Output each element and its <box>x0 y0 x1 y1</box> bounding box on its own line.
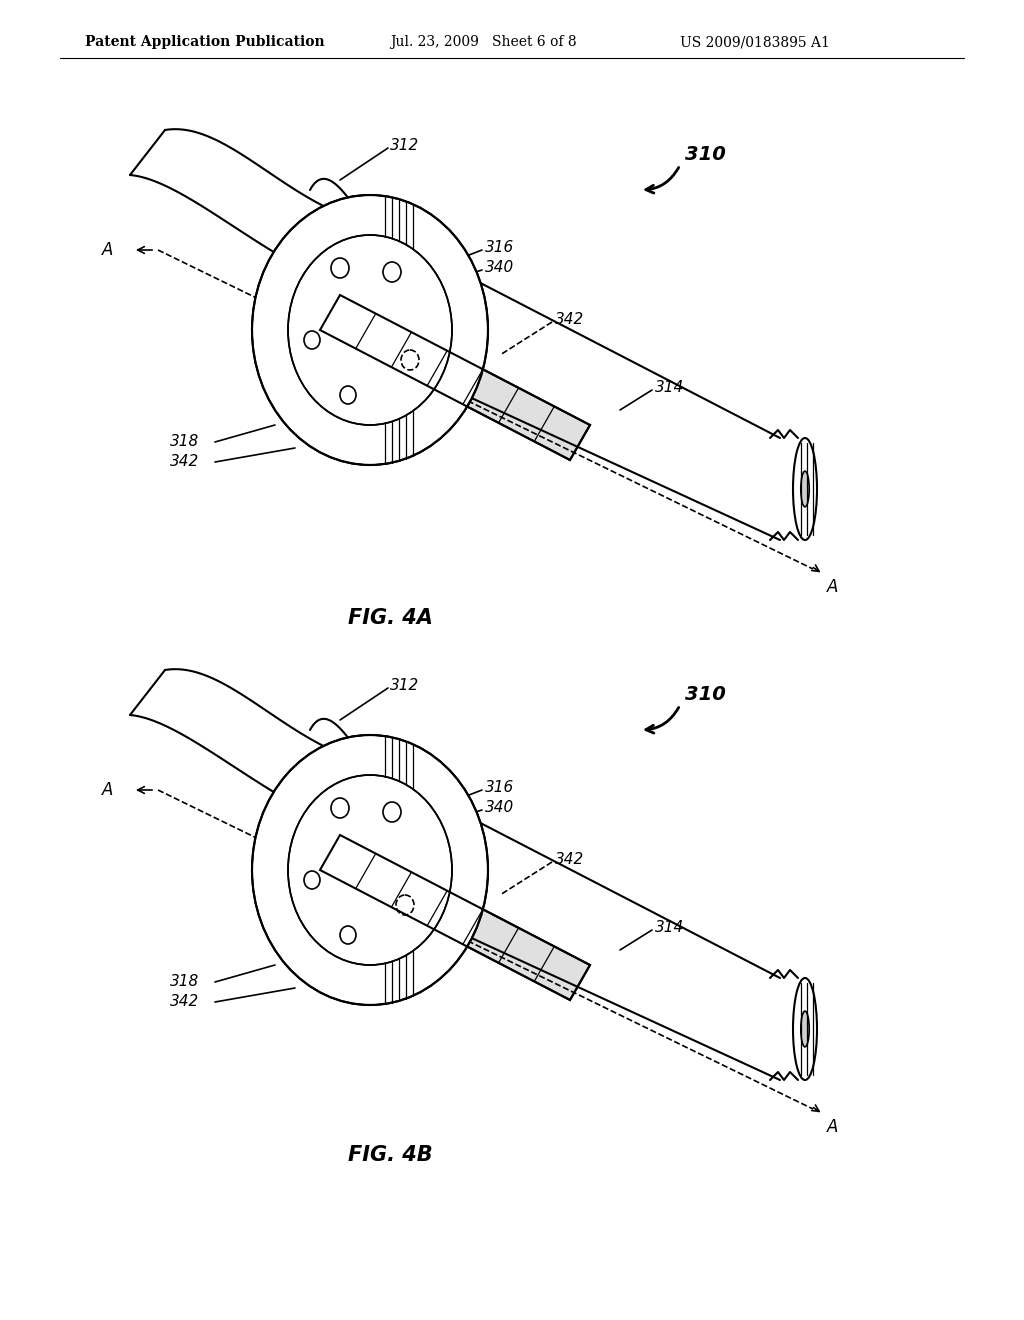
Text: A: A <box>827 578 839 597</box>
Text: 310: 310 <box>685 145 726 165</box>
Text: 316: 316 <box>485 240 514 256</box>
Text: 318: 318 <box>170 974 200 990</box>
Ellipse shape <box>252 195 488 465</box>
Ellipse shape <box>793 978 817 1080</box>
Text: 310: 310 <box>685 685 726 705</box>
Text: 340: 340 <box>485 800 514 816</box>
Text: FIG. 4B: FIG. 4B <box>348 1144 432 1166</box>
Text: Jul. 23, 2009   Sheet 6 of 8: Jul. 23, 2009 Sheet 6 of 8 <box>390 36 577 49</box>
Text: 318: 318 <box>170 434 200 450</box>
Text: 342: 342 <box>555 853 585 867</box>
Polygon shape <box>319 836 590 1001</box>
Text: 314: 314 <box>655 920 684 936</box>
Text: 312: 312 <box>390 677 419 693</box>
Polygon shape <box>319 294 590 459</box>
Ellipse shape <box>801 471 809 507</box>
Text: FIG. 4A: FIG. 4A <box>347 609 432 628</box>
Text: 314: 314 <box>655 380 684 396</box>
Ellipse shape <box>252 735 488 1005</box>
Text: 342: 342 <box>555 313 585 327</box>
Text: 312: 312 <box>390 137 419 153</box>
Text: 342: 342 <box>170 994 200 1010</box>
Text: A: A <box>101 242 113 259</box>
Text: A: A <box>101 781 113 799</box>
Text: 316: 316 <box>485 780 514 796</box>
Text: A: A <box>827 1118 839 1137</box>
Text: 340: 340 <box>485 260 514 276</box>
Ellipse shape <box>793 438 817 540</box>
Text: US 2009/0183895 A1: US 2009/0183895 A1 <box>680 36 829 49</box>
Text: 342: 342 <box>170 454 200 470</box>
Text: Patent Application Publication: Patent Application Publication <box>85 36 325 49</box>
Ellipse shape <box>801 1011 809 1047</box>
